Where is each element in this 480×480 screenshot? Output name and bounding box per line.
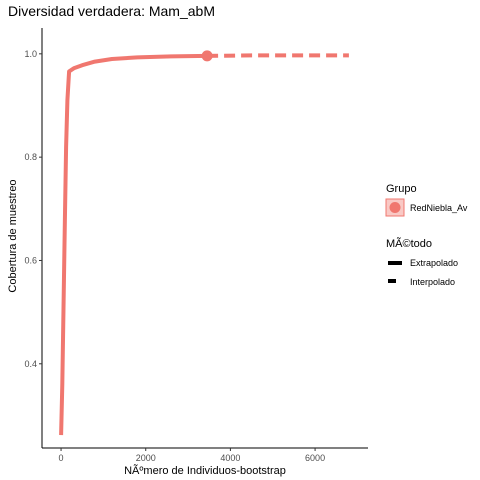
x-tick-label: 6000 [305,453,325,463]
chart-title: Diversidad verdadera: Mam_abM [8,3,215,19]
x-ticks: 0 2000 4000 6000 [59,448,325,463]
legend: Grupo RedNiebla_Av MÃ©todo Extrapolado I… [385,183,468,287]
x-tick-label: 4000 [220,453,240,463]
x-tick-label: 0 [59,453,64,463]
legend-item-label: Extrapolado [410,258,458,268]
series-line-interpolated [59,53,208,436]
y-tick-label: 0.8 [24,152,37,162]
series-layer [59,50,349,436]
x-tick-label: 2000 [136,453,156,463]
legend-swatch-dot [389,202,401,213]
legend-method-title: MÃ©todo [386,237,432,250]
y-tick-label: 0.4 [24,359,37,369]
legend-group-title: Grupo [386,183,417,195]
legend-item-redniebla: RedNiebla_Av [385,198,468,217]
y-ticks: 0.4 0.6 0.8 1.0 [24,49,42,369]
legend-item-extrapolado: Extrapolado [388,258,458,268]
y-axis-title: Cobertura de muestreo [7,179,19,292]
observed-point [201,50,213,62]
plot-area: 0 2000 4000 6000 0.4 0.6 0.8 1.0 [24,28,368,463]
y-tick-label: 0.6 [24,255,37,265]
x-axis-title: NÃºmero de Individuos-bootstrap [124,464,286,477]
y-tick-label: 1.0 [24,49,37,59]
legend-item-label: Interpolado [410,277,455,287]
series-line-extrapolated [207,53,349,58]
legend-item-interpolado: Interpolado [388,277,455,287]
legend-item-label: RedNiebla_Av [410,203,468,213]
